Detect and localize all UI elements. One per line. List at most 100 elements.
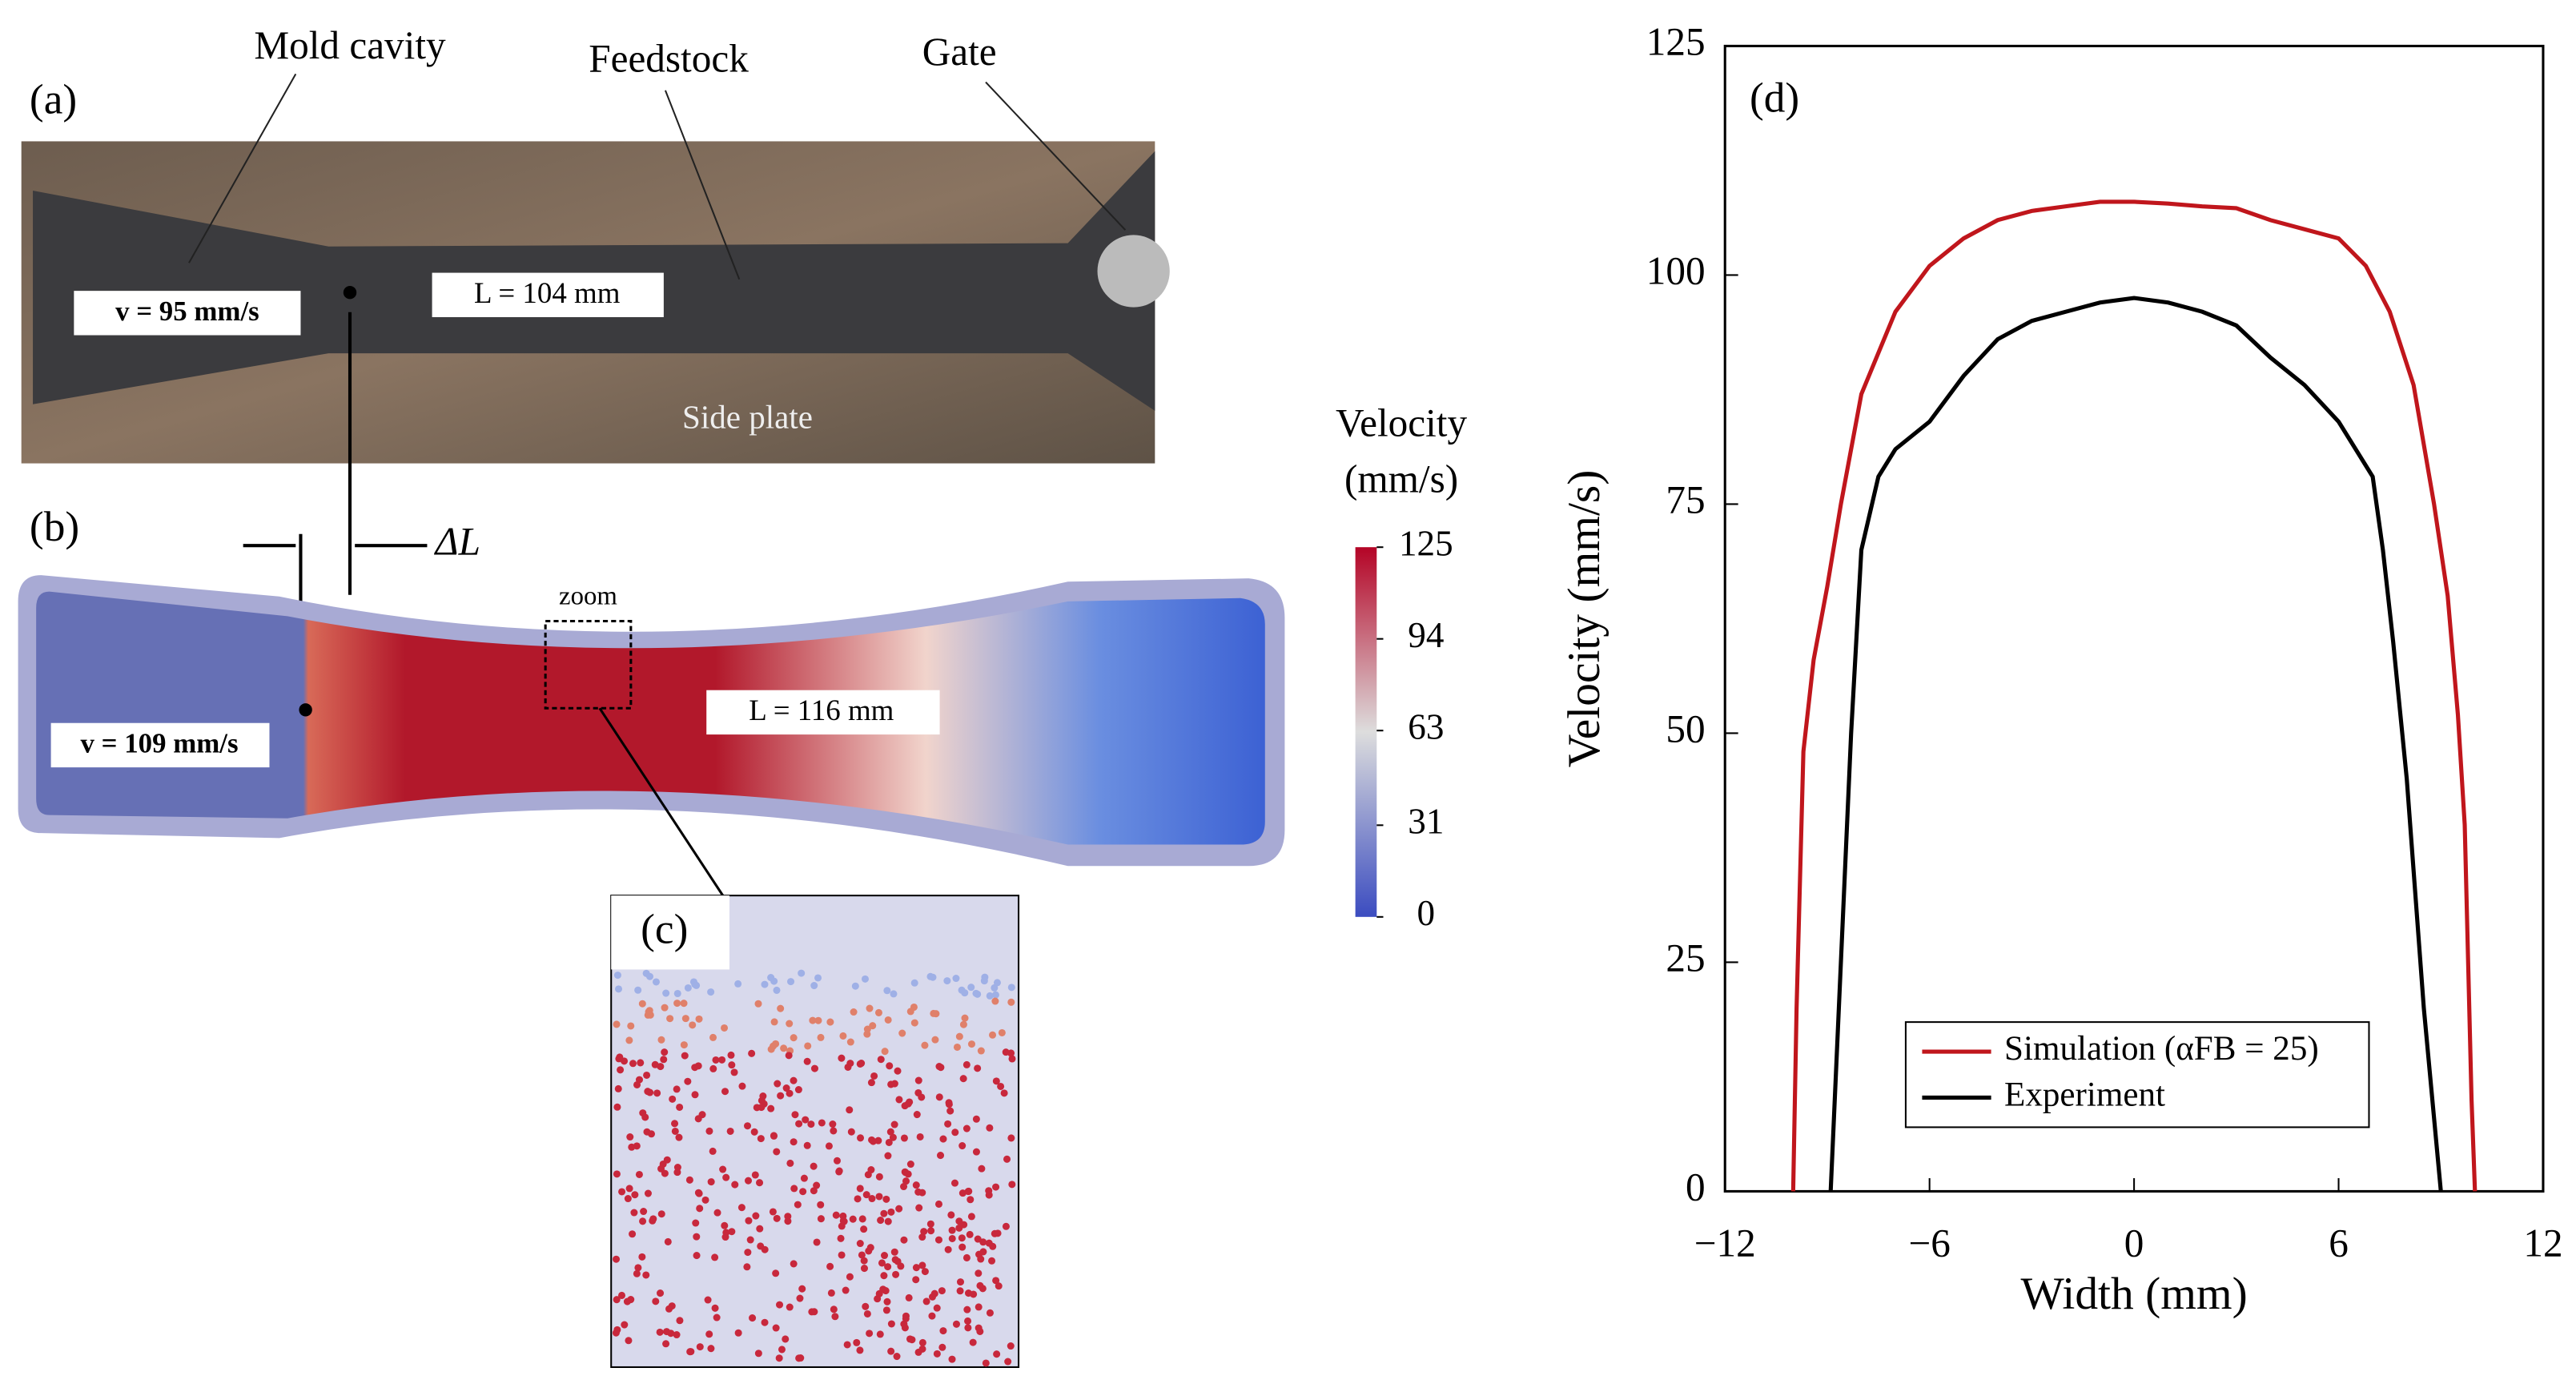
particle	[790, 1185, 798, 1193]
colorbar-title: (mm/s)	[1344, 457, 1458, 501]
particle	[958, 1234, 966, 1242]
particle	[869, 1022, 877, 1030]
particle	[680, 1041, 688, 1049]
particle	[961, 1014, 969, 1022]
particle	[918, 1233, 926, 1241]
annotation: L = 104 mm	[474, 276, 621, 309]
zoom-box	[544, 619, 633, 710]
particle	[969, 1338, 977, 1346]
particle	[661, 1004, 669, 1012]
particle	[794, 1085, 802, 1094]
particle	[870, 1072, 878, 1080]
particle	[711, 1253, 719, 1261]
particle	[653, 1089, 661, 1097]
particle	[939, 1327, 947, 1335]
particle	[798, 1285, 806, 1293]
particle	[890, 1080, 898, 1088]
particle	[849, 1215, 857, 1223]
particle	[862, 1191, 870, 1199]
particle	[618, 1188, 626, 1196]
annotation: zoom	[559, 581, 617, 610]
particle	[770, 1018, 778, 1026]
particle	[854, 1195, 862, 1203]
particle	[644, 1088, 652, 1096]
particle	[614, 1084, 622, 1092]
particle	[953, 1043, 961, 1051]
particle	[906, 1098, 914, 1106]
particle	[905, 1293, 913, 1301]
particle	[791, 1111, 799, 1119]
particle	[693, 1252, 701, 1260]
chart: −12 −6 0 6 12 0 25 50 75 100 125 Width (mm) Velocity…	[1559, 20, 2562, 1319]
particle	[695, 1015, 703, 1023]
particle	[884, 1152, 892, 1160]
particle	[874, 1008, 882, 1016]
particle	[956, 1287, 964, 1295]
particle	[721, 1024, 729, 1032]
particle	[991, 984, 999, 992]
particle	[906, 1335, 914, 1343]
particle	[721, 1221, 729, 1229]
particle	[813, 1181, 821, 1189]
particle	[930, 1289, 938, 1297]
particle	[777, 1004, 785, 1012]
particle	[935, 1093, 943, 1101]
particle	[673, 1164, 681, 1172]
particle	[746, 1236, 754, 1244]
particle	[827, 1289, 835, 1297]
particle	[979, 1248, 987, 1256]
colorbar-tick-label: 94	[1408, 615, 1444, 655]
particle	[967, 1040, 975, 1048]
particle	[998, 1028, 1006, 1036]
particle	[711, 1304, 719, 1312]
particle	[918, 1261, 926, 1269]
particle	[967, 984, 975, 992]
particle	[814, 974, 822, 982]
particle	[890, 990, 898, 998]
particle	[694, 1189, 702, 1197]
particle	[1003, 1155, 1011, 1163]
flow-field	[36, 591, 1265, 845]
particle	[651, 1060, 659, 1068]
particle	[893, 1353, 901, 1361]
legend-label: Simulation (αFB = 25)	[2004, 1030, 2319, 1068]
particle	[617, 1291, 626, 1299]
particle	[868, 1195, 876, 1203]
particle	[992, 1183, 1000, 1191]
particle	[613, 1296, 621, 1304]
particle	[692, 1219, 700, 1227]
particle	[895, 1096, 903, 1104]
particle	[813, 1238, 821, 1246]
particle	[776, 1301, 784, 1309]
particle	[756, 1225, 764, 1233]
particle	[772, 1269, 780, 1277]
particle	[927, 1227, 935, 1235]
particle	[709, 1033, 717, 1041]
particle	[657, 1036, 665, 1044]
particle	[921, 1268, 929, 1276]
particle	[902, 1177, 910, 1185]
particle	[879, 1285, 887, 1293]
panel-label: (c)	[641, 905, 688, 953]
particle	[786, 1089, 794, 1097]
particle	[713, 1209, 721, 1217]
particle	[809, 1016, 817, 1024]
particle	[867, 1079, 875, 1087]
particle	[786, 1020, 794, 1028]
particle	[948, 1226, 956, 1234]
particle	[889, 1133, 897, 1141]
particle	[863, 1030, 871, 1038]
colorbar-tick-label: 63	[1408, 707, 1444, 747]
particle	[787, 978, 795, 986]
particle	[652, 1297, 660, 1305]
particle	[1007, 984, 1015, 992]
x-tick-label: −6	[1908, 1221, 1950, 1265]
particle	[861, 975, 869, 983]
particle	[952, 1320, 960, 1328]
particle	[838, 1054, 846, 1062]
particle	[704, 1296, 712, 1304]
particle	[774, 1080, 782, 1088]
particle	[669, 1095, 677, 1103]
particle	[701, 1196, 709, 1204]
particle	[1000, 1089, 1008, 1097]
